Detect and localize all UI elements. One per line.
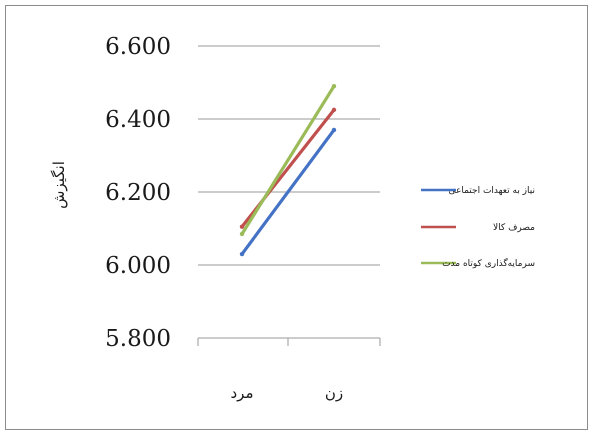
legend-label: مصرف کالا [493, 223, 535, 233]
legend-label: سرمایه‌گذاری کوتاه مدت [442, 257, 535, 269]
x-tick-labels: مرد زن [231, 384, 344, 402]
y-tick-label: 6.000 [105, 253, 171, 279]
data-point [331, 107, 337, 113]
series-line [240, 84, 336, 236]
y-axis-label: انگیزش [50, 161, 68, 209]
legend: نیاز به تعهدات اجتماعی مصرف کالا سرمایه‌گذ… [421, 186, 535, 269]
gridlines [197, 45, 381, 346]
series-lines [239, 83, 337, 257]
data-point [239, 224, 245, 229]
x-tick-label: زن [325, 384, 343, 402]
data-point [331, 83, 337, 89]
y-tick-label: 6.600 [105, 34, 171, 60]
y-tick-label: 5.800 [105, 326, 171, 352]
data-point [239, 231, 245, 237]
x-tick-label: مرد [231, 384, 254, 402]
chart-frame [5, 5, 588, 430]
series-line [240, 128, 336, 256]
data-point [239, 251, 245, 257]
y-tick-label: 6.400 [105, 107, 171, 133]
y-tick-labels: 6.600 6.400 6.200 6.000 5.800 [105, 34, 171, 352]
y-tick-label: 6.200 [105, 180, 171, 206]
legend-label: نیاز به تعهدات اجتماعی [448, 186, 535, 196]
data-point [331, 127, 337, 133]
